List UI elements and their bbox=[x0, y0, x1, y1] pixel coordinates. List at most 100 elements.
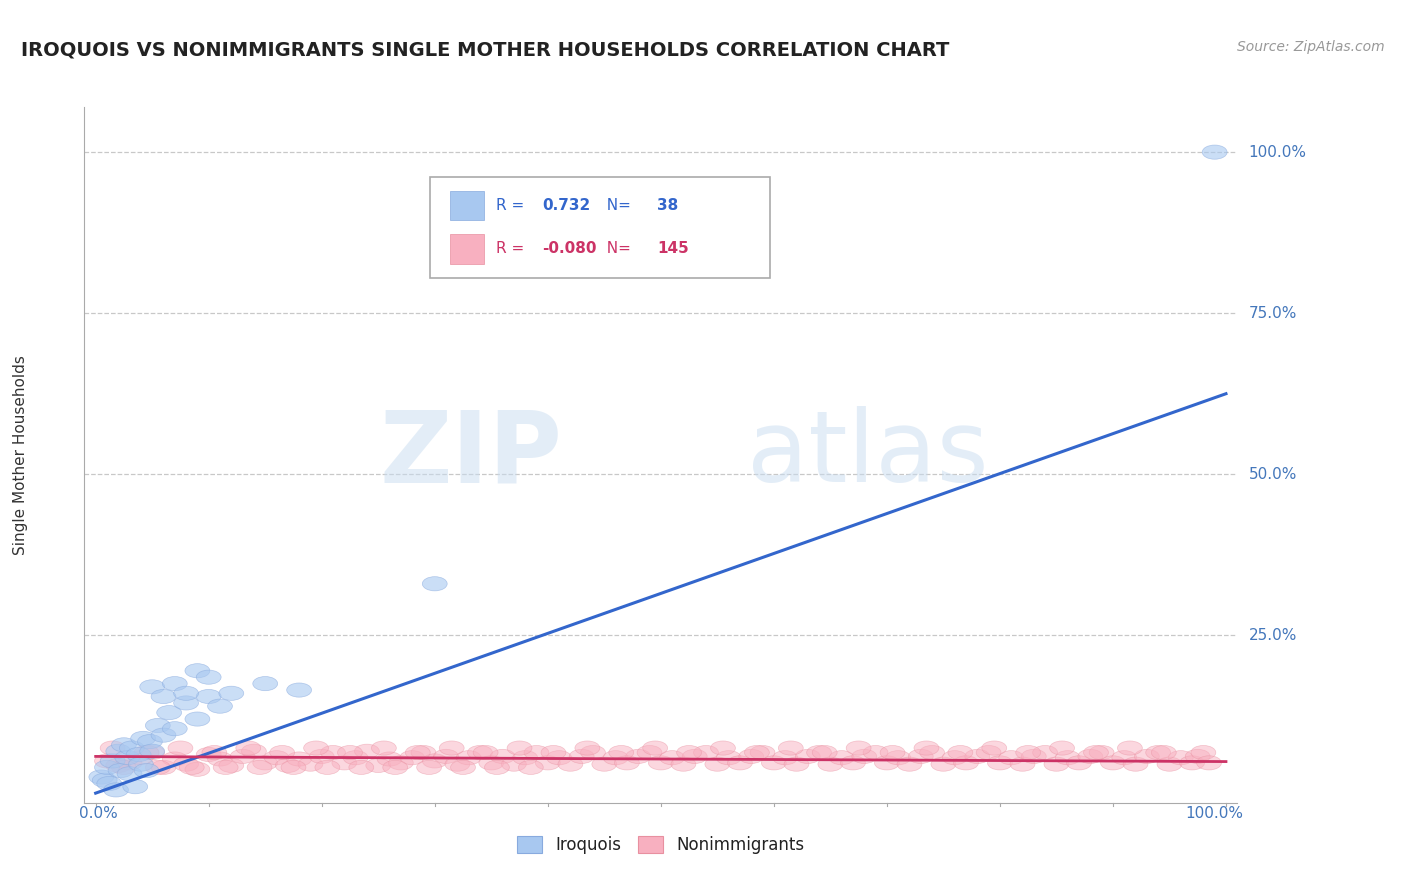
Ellipse shape bbox=[100, 741, 125, 756]
Ellipse shape bbox=[236, 741, 260, 756]
Ellipse shape bbox=[710, 741, 735, 756]
Ellipse shape bbox=[965, 749, 990, 764]
Ellipse shape bbox=[541, 746, 565, 760]
Ellipse shape bbox=[315, 760, 340, 774]
Ellipse shape bbox=[659, 751, 685, 764]
Ellipse shape bbox=[1157, 757, 1182, 772]
Ellipse shape bbox=[197, 747, 221, 762]
Ellipse shape bbox=[1090, 746, 1114, 760]
Ellipse shape bbox=[150, 690, 176, 704]
Ellipse shape bbox=[139, 746, 165, 760]
Ellipse shape bbox=[93, 773, 117, 788]
Ellipse shape bbox=[145, 760, 170, 774]
Ellipse shape bbox=[1078, 749, 1102, 764]
Ellipse shape bbox=[111, 760, 136, 774]
Ellipse shape bbox=[920, 746, 945, 760]
Ellipse shape bbox=[115, 751, 139, 764]
Ellipse shape bbox=[1123, 757, 1147, 772]
Text: 0.0%: 0.0% bbox=[79, 806, 117, 822]
Text: atlas: atlas bbox=[748, 407, 988, 503]
Ellipse shape bbox=[174, 696, 198, 710]
Ellipse shape bbox=[614, 756, 640, 770]
Ellipse shape bbox=[637, 746, 662, 760]
Text: 50.0%: 50.0% bbox=[1249, 467, 1296, 482]
Ellipse shape bbox=[841, 756, 866, 770]
Ellipse shape bbox=[287, 752, 312, 766]
Ellipse shape bbox=[513, 751, 537, 764]
Ellipse shape bbox=[547, 751, 571, 764]
Ellipse shape bbox=[807, 746, 831, 760]
Text: ZIP: ZIP bbox=[380, 407, 562, 503]
Ellipse shape bbox=[914, 741, 939, 756]
Ellipse shape bbox=[174, 686, 198, 700]
Text: R =: R = bbox=[496, 242, 534, 257]
Ellipse shape bbox=[953, 756, 979, 770]
Ellipse shape bbox=[138, 734, 162, 748]
Ellipse shape bbox=[276, 758, 301, 772]
Ellipse shape bbox=[897, 757, 922, 772]
Ellipse shape bbox=[581, 746, 606, 760]
Ellipse shape bbox=[332, 756, 357, 770]
Ellipse shape bbox=[162, 676, 187, 690]
Ellipse shape bbox=[416, 760, 441, 774]
Ellipse shape bbox=[231, 749, 254, 764]
Ellipse shape bbox=[886, 751, 911, 764]
Ellipse shape bbox=[592, 757, 617, 772]
Ellipse shape bbox=[773, 751, 797, 764]
Ellipse shape bbox=[569, 749, 595, 764]
Ellipse shape bbox=[253, 676, 277, 690]
Ellipse shape bbox=[468, 746, 492, 760]
Ellipse shape bbox=[156, 706, 181, 720]
Ellipse shape bbox=[880, 746, 905, 760]
Ellipse shape bbox=[603, 751, 628, 764]
Ellipse shape bbox=[485, 760, 509, 774]
Ellipse shape bbox=[208, 752, 232, 766]
Ellipse shape bbox=[1015, 746, 1040, 760]
Ellipse shape bbox=[139, 744, 165, 758]
Text: 100.0%: 100.0% bbox=[1185, 806, 1243, 822]
Text: N=: N= bbox=[598, 198, 641, 212]
Ellipse shape bbox=[479, 756, 503, 770]
FancyBboxPatch shape bbox=[430, 177, 770, 277]
Ellipse shape bbox=[682, 749, 707, 764]
Ellipse shape bbox=[830, 751, 853, 764]
Ellipse shape bbox=[433, 749, 458, 764]
Ellipse shape bbox=[1112, 751, 1136, 764]
Text: 75.0%: 75.0% bbox=[1249, 306, 1296, 321]
Ellipse shape bbox=[298, 757, 323, 772]
Ellipse shape bbox=[128, 757, 153, 772]
Bar bbox=[450, 235, 485, 264]
Ellipse shape bbox=[145, 718, 170, 732]
Ellipse shape bbox=[998, 751, 1024, 764]
Ellipse shape bbox=[139, 680, 165, 694]
Ellipse shape bbox=[1010, 757, 1035, 772]
Ellipse shape bbox=[105, 758, 131, 772]
Ellipse shape bbox=[727, 756, 752, 770]
Ellipse shape bbox=[134, 746, 159, 760]
Ellipse shape bbox=[382, 760, 408, 774]
Ellipse shape bbox=[1185, 749, 1211, 764]
Ellipse shape bbox=[371, 741, 396, 756]
Ellipse shape bbox=[1118, 741, 1142, 756]
Ellipse shape bbox=[131, 731, 156, 746]
Ellipse shape bbox=[738, 749, 763, 764]
Ellipse shape bbox=[186, 664, 209, 678]
Ellipse shape bbox=[785, 757, 808, 772]
Ellipse shape bbox=[1180, 756, 1205, 770]
Ellipse shape bbox=[105, 744, 131, 758]
Ellipse shape bbox=[852, 749, 877, 764]
Ellipse shape bbox=[1056, 751, 1080, 764]
Ellipse shape bbox=[399, 751, 425, 764]
Ellipse shape bbox=[1202, 145, 1227, 159]
Ellipse shape bbox=[704, 757, 730, 772]
Ellipse shape bbox=[1146, 746, 1171, 760]
Ellipse shape bbox=[219, 686, 243, 700]
Ellipse shape bbox=[411, 746, 436, 760]
Ellipse shape bbox=[337, 746, 363, 760]
Text: Single Mother Households: Single Mother Households bbox=[14, 355, 28, 555]
Ellipse shape bbox=[162, 722, 187, 736]
Ellipse shape bbox=[117, 767, 142, 780]
Ellipse shape bbox=[343, 751, 368, 764]
Ellipse shape bbox=[1045, 757, 1069, 772]
Ellipse shape bbox=[253, 756, 277, 770]
